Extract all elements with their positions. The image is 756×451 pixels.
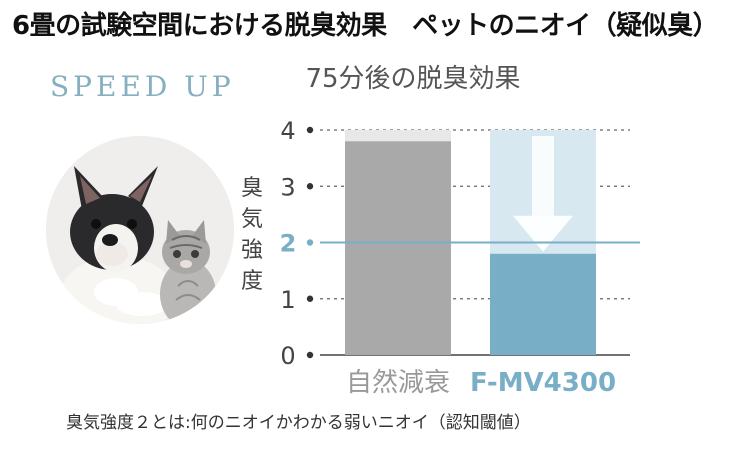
headline: 6畳の試験空間における脱臭効果 ペットのニオイ（疑似臭） [12,11,719,41]
bar-natural-decay-top [345,130,451,142]
bar-product [490,253,596,355]
y-tick-label: 3 [280,173,295,201]
tick-dot [306,295,314,302]
tick-dot [306,126,314,134]
tick-dot [306,239,314,246]
x-axis-labels: 自然減衰 F-MV4300 [346,368,616,398]
bar-natural-decay [345,141,451,355]
y-tick-label: 2 [280,230,297,258]
y-axis-label-char: 強 [241,238,263,263]
x-tick-label: 自然減衰 [346,368,450,398]
x-tick-label: F-MV4300 [470,368,616,398]
y-ticks: 0 1 2 3 4 [280,117,314,370]
y-tick-label: 4 [280,117,295,145]
speed-up-badge: SPEED UP [50,70,235,103]
tick-dot [306,183,314,190]
bars [345,130,596,355]
footnote: 臭気強度２とは:何のニオイかわかる弱いニオイ（認知閾値） [66,413,531,433]
y-axis-label: 臭気強度 [241,176,263,294]
dog-and-cat-photo [46,136,234,324]
down-arrow-icon [513,215,573,252]
y-axis-label-char: 度 [241,269,263,294]
chart-title: 75分後の脱臭効果 [305,64,520,94]
y-tick-label: 1 [280,286,295,314]
dog-and-cat-icon [46,136,234,324]
down-arrow-shaft [532,136,554,218]
y-tick-label: 0 [280,342,295,370]
tick-dot [306,351,314,359]
deodorizing-effect-chart: 75分後の脱臭効果 臭気強度 0 1 2 3 4 自然減衰 F-MV4300 [241,64,640,398]
y-axis-label-char: 臭 [241,176,263,201]
y-axis-label-char: 気 [241,207,263,232]
